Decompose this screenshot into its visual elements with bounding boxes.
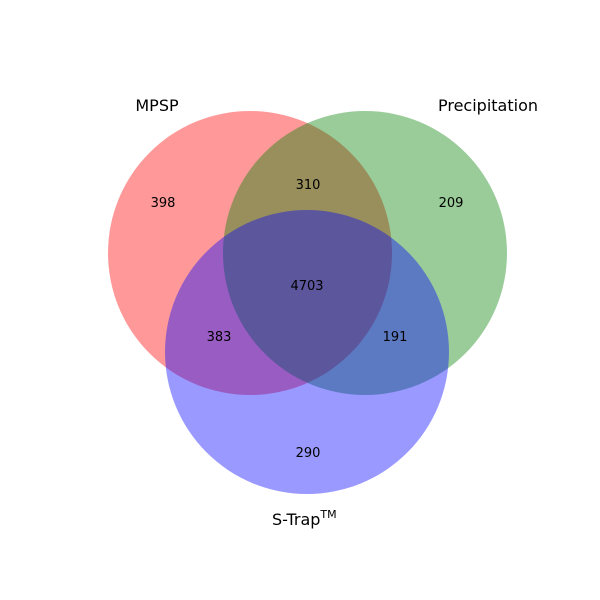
set-label-strap-superscript: TM xyxy=(319,508,336,521)
region-label-all: 4703 xyxy=(290,279,323,294)
set-label-precipitation: Precipitation xyxy=(438,96,538,115)
set-label-strap-name: S-Trap xyxy=(272,510,320,529)
circle-precipitation xyxy=(223,111,507,395)
set-label-mpsp: MPSP xyxy=(135,96,179,115)
region-label-precipitation-only: 209 xyxy=(439,196,464,211)
region-label-mpsp-strap: 383 xyxy=(207,330,232,345)
set-label-strap: S-TrapTM xyxy=(272,508,337,529)
region-label-precipitation-strap: 191 xyxy=(383,330,408,345)
circle-strap xyxy=(165,210,449,494)
region-label-mpsp-precipitation: 310 xyxy=(296,178,321,193)
region-label-mpsp-only: 398 xyxy=(151,196,176,211)
circle-mpsp xyxy=(108,111,392,395)
region-label-strap-only: 290 xyxy=(296,446,321,461)
